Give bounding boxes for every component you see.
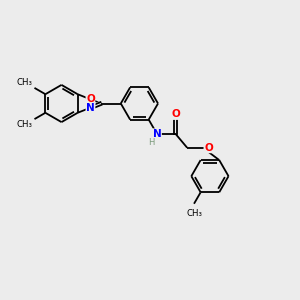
Text: O: O [171,110,180,119]
Text: O: O [86,94,95,104]
Text: CH₃: CH₃ [186,209,202,218]
Text: CH₃: CH₃ [16,120,32,129]
Text: H: H [148,138,155,147]
Text: CH₃: CH₃ [16,78,32,87]
Text: O: O [204,143,213,153]
Text: N: N [153,129,161,139]
Text: N: N [86,103,95,113]
